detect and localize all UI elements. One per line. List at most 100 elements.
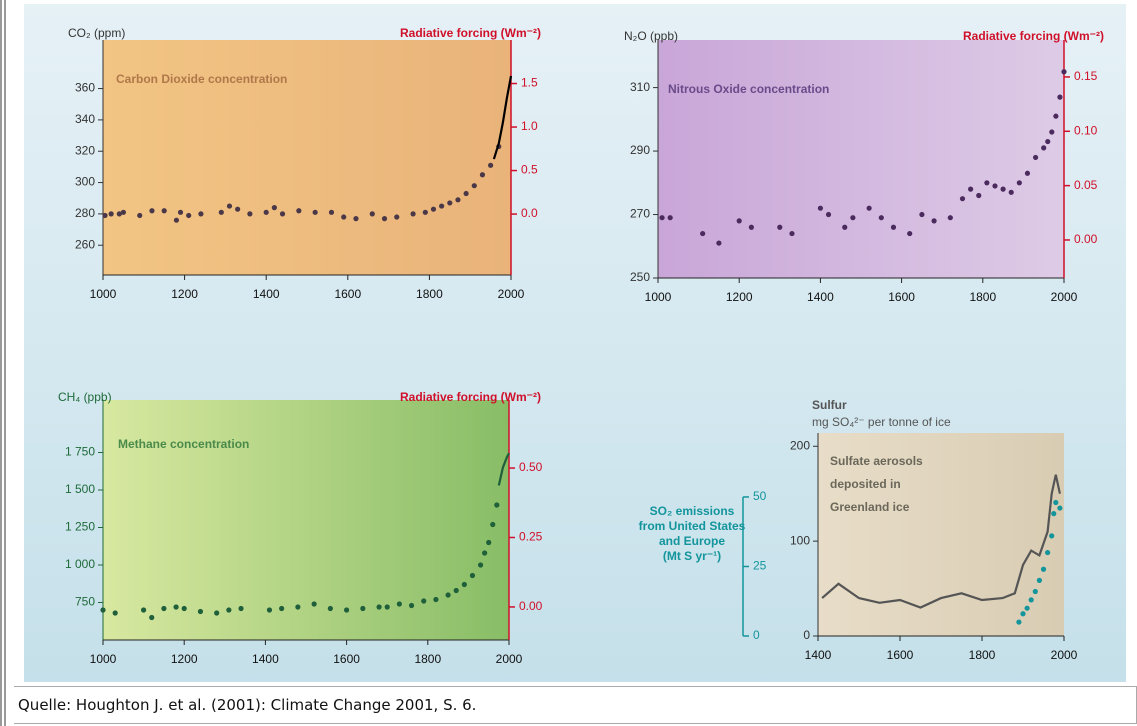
plot-panel — [818, 433, 1064, 636]
y2-tick-label: 50 — [753, 489, 767, 503]
y-tick-label: 340 — [75, 112, 95, 126]
y-tick-label: 280 — [75, 206, 95, 220]
data-point — [1057, 94, 1063, 100]
data-point — [992, 183, 998, 189]
data-point — [479, 172, 486, 178]
data-point — [161, 605, 167, 612]
data-point — [226, 607, 232, 613]
panel-title: Sulfate aerosols — [830, 454, 923, 468]
data-point — [102, 212, 108, 219]
y2-axis-label: Radiative forcing (Wm⁻²) — [400, 26, 541, 40]
data-point — [1053, 499, 1059, 506]
data-point — [486, 539, 492, 546]
data-point — [700, 230, 706, 237]
x-tick-label: 1400 — [807, 290, 834, 304]
y2-axis-label: from United States — [639, 519, 746, 533]
y2-tick-label: 0.00 — [519, 599, 543, 613]
data-point — [890, 224, 897, 230]
y2-tick-label: 0.10 — [1074, 123, 1098, 137]
x-tick-label: 1800 — [414, 652, 441, 666]
data-point — [1016, 180, 1022, 186]
data-point — [410, 211, 416, 217]
data-point — [312, 209, 318, 215]
data-point — [381, 216, 388, 222]
data-point — [878, 215, 884, 221]
data-point — [866, 205, 872, 211]
data-point — [247, 211, 253, 217]
data-point — [1041, 145, 1047, 151]
x-tick-label: 1600 — [888, 290, 915, 304]
data-point — [968, 186, 974, 192]
data-point — [266, 607, 273, 613]
data-point — [1016, 619, 1022, 625]
panel-title: Nitrous Oxide concentration — [668, 82, 829, 96]
y-tick-label: 290 — [630, 143, 650, 157]
data-point — [748, 224, 754, 230]
data-point — [1049, 129, 1055, 135]
data-point — [463, 190, 469, 197]
data-point — [360, 605, 366, 612]
y2-axis-label: and Europe — [659, 534, 725, 548]
panel-title: Greenland ice — [830, 500, 910, 514]
x-tick-label: 1400 — [252, 652, 279, 666]
data-point — [1061, 69, 1067, 75]
data-point — [1045, 138, 1051, 145]
data-point — [907, 230, 913, 237]
data-point — [408, 602, 415, 609]
data-line — [492, 75, 513, 160]
data-point — [976, 192, 982, 199]
data-point — [421, 598, 427, 604]
plot-panel — [103, 40, 511, 275]
panel-title: Methane concentration — [118, 437, 249, 451]
data-line — [497, 452, 510, 486]
y-tick-label: 1 250 — [65, 520, 95, 534]
data-point — [369, 211, 375, 217]
data-point — [218, 209, 224, 215]
data-point — [490, 521, 496, 528]
data-point — [445, 592, 451, 598]
data-point — [825, 211, 832, 218]
data-point — [736, 218, 742, 224]
data-point — [984, 180, 990, 186]
y-axis-label: N₂O (ppb) — [624, 29, 678, 43]
data-point — [947, 215, 953, 221]
data-point — [842, 224, 848, 230]
data-point — [433, 596, 439, 603]
data-point — [494, 502, 500, 508]
data-point — [279, 211, 286, 217]
data-point — [341, 214, 347, 220]
data-point — [1051, 511, 1057, 517]
y-axis-label: Sulfur — [812, 398, 847, 412]
y-tick-label: 200 — [790, 438, 810, 452]
data-point — [235, 206, 241, 212]
data-point — [817, 205, 824, 211]
data-point — [667, 215, 673, 221]
x-tick-label: 1200 — [171, 652, 198, 666]
plot-panel — [658, 40, 1064, 278]
data-point — [453, 587, 459, 594]
data-point — [931, 218, 937, 224]
data-point — [1000, 186, 1006, 192]
data-point — [1024, 170, 1031, 176]
data-point — [198, 211, 204, 217]
y2-tick-label: 25 — [753, 559, 767, 573]
data-point — [455, 197, 461, 203]
y2-axis-label: Radiative forcing (Wm⁻²) — [963, 29, 1104, 43]
data-point — [108, 211, 114, 217]
data-point — [120, 209, 126, 215]
data-point — [112, 610, 118, 616]
data-point — [959, 196, 966, 202]
data-point — [238, 605, 244, 612]
data-point — [279, 605, 285, 612]
y-axis-unit: mg SO₄²⁻ per tonne of ice — [812, 415, 951, 429]
data-point — [384, 604, 390, 610]
data-point — [1040, 566, 1047, 572]
data-point — [296, 208, 302, 214]
data-point — [919, 211, 925, 218]
data-point — [439, 203, 445, 209]
panel-title: Carbon Dioxide concentration — [116, 72, 287, 86]
y2-axis-label: SO₂ emissions — [650, 504, 735, 518]
data-point — [1008, 189, 1014, 195]
y-tick-label: 1 750 — [65, 445, 95, 459]
